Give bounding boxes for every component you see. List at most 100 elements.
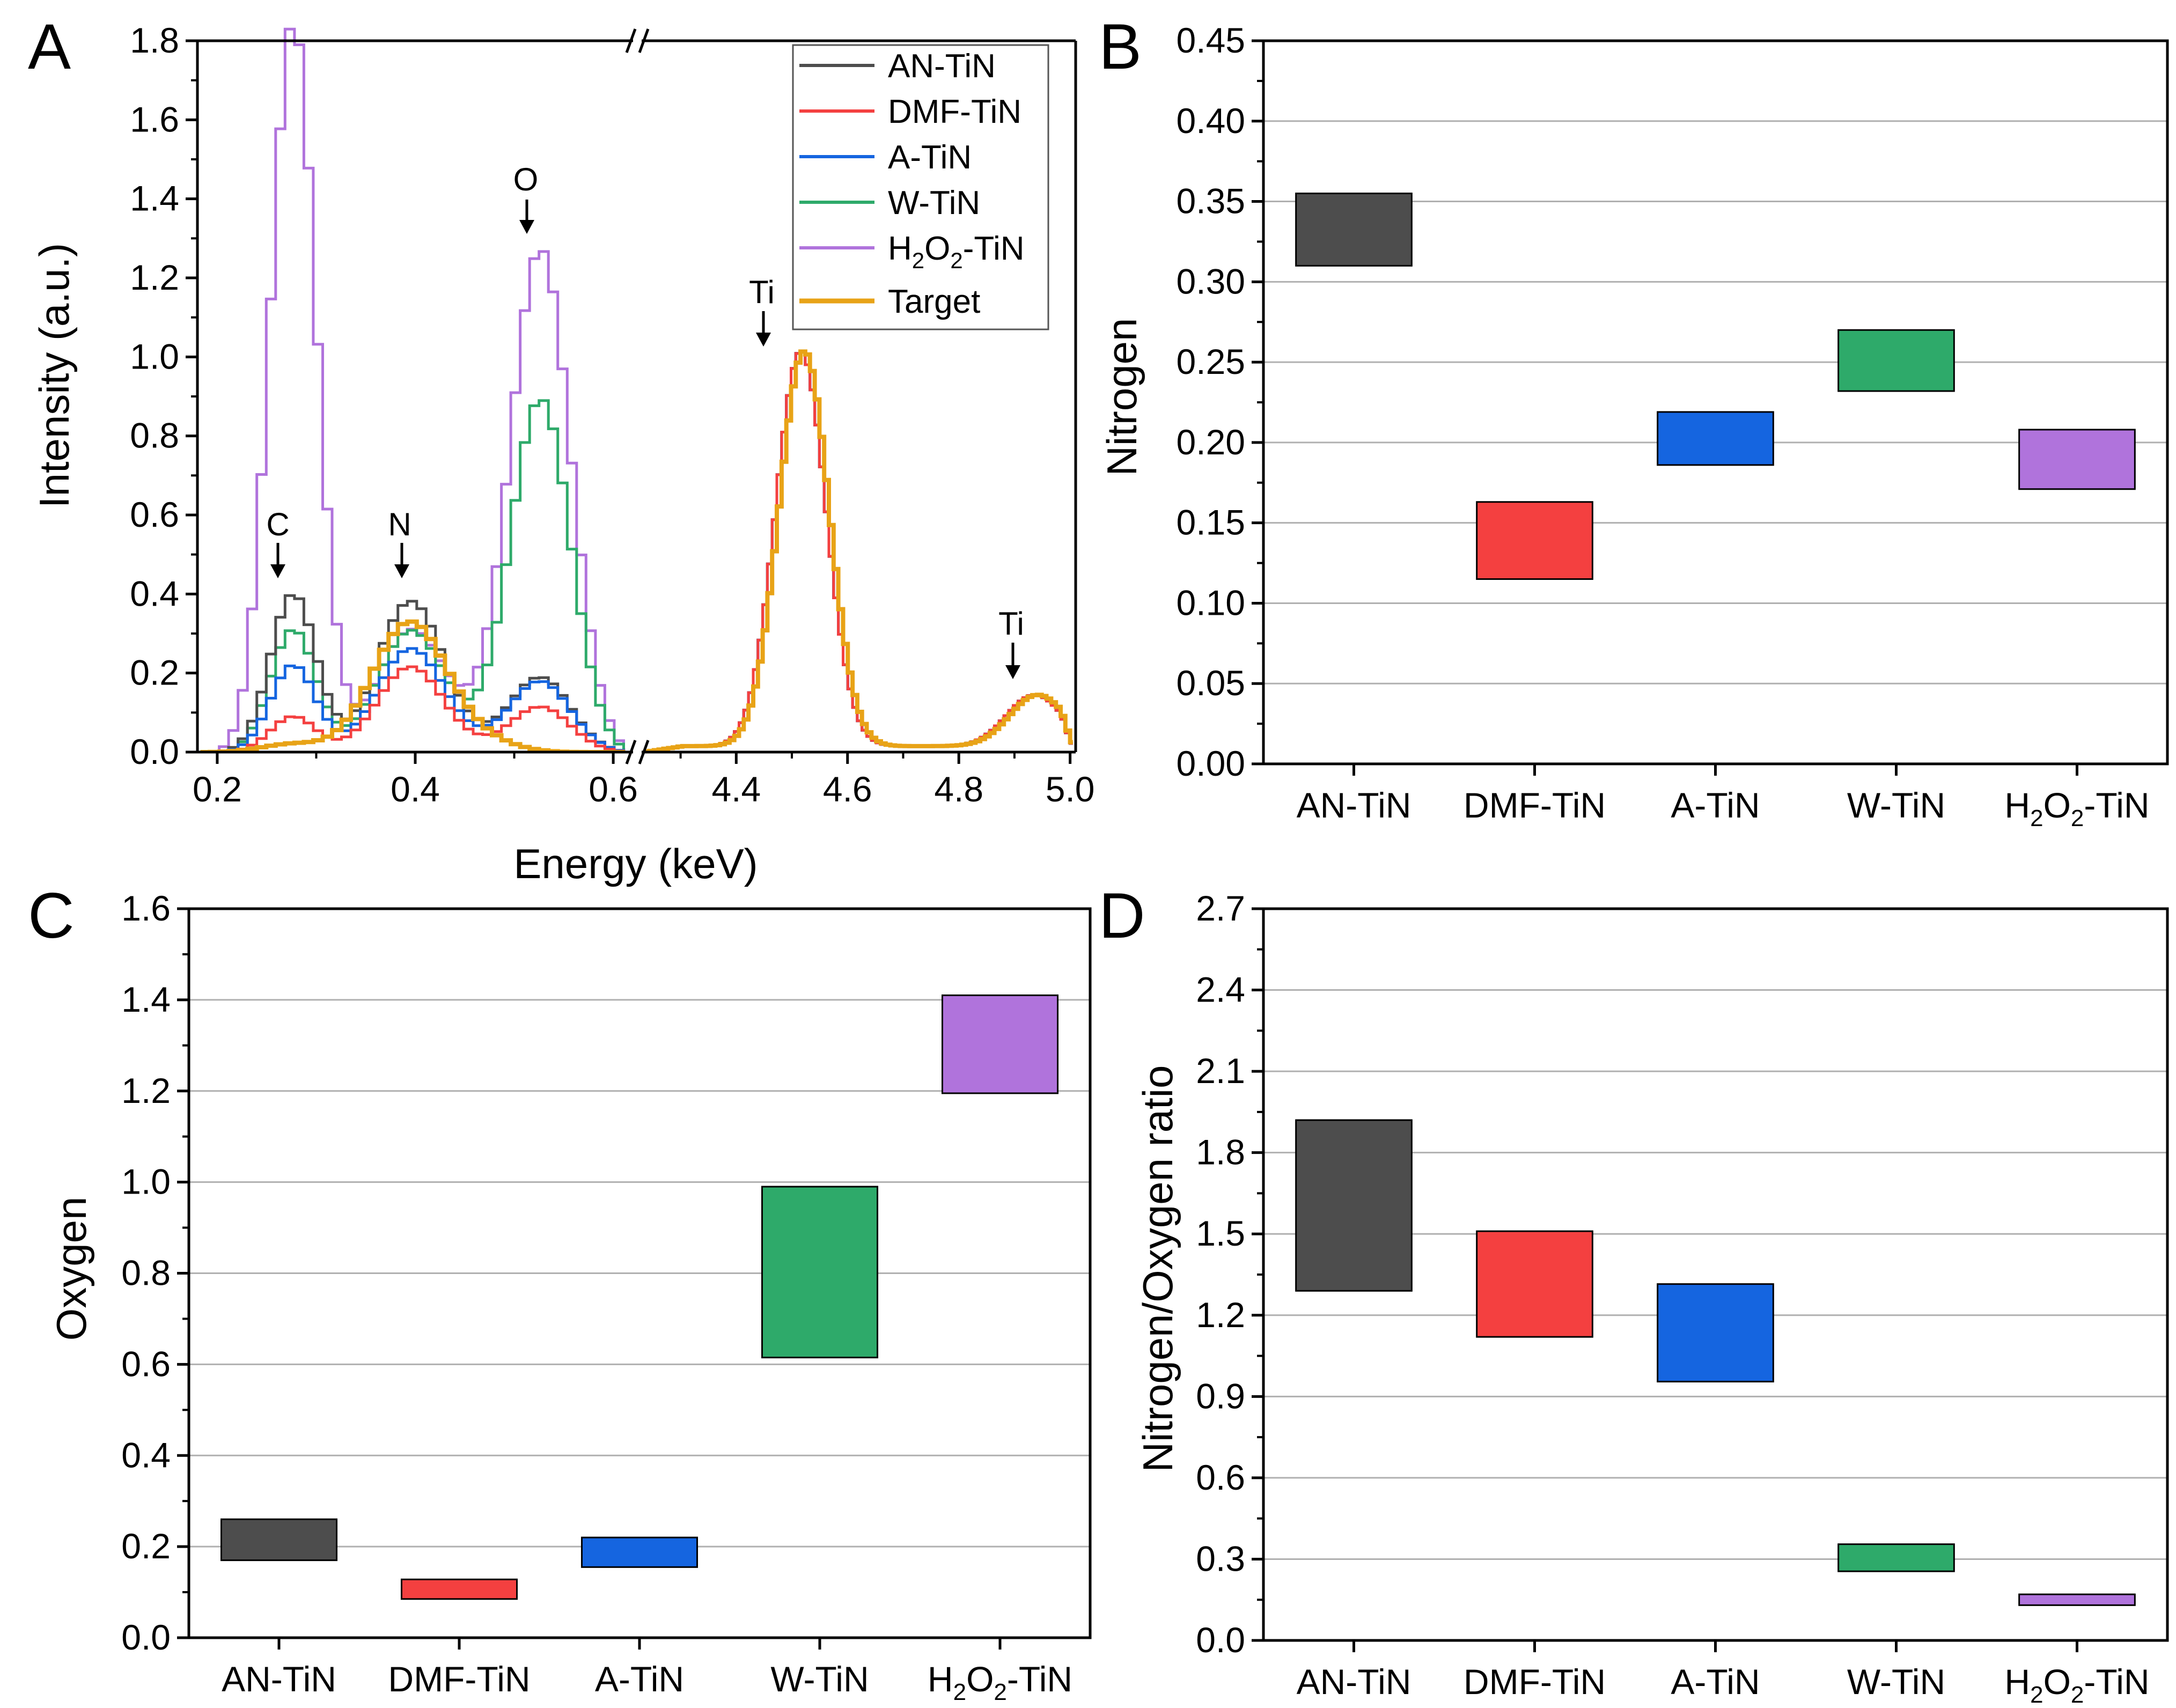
peak-annotation-o: O [513, 161, 539, 234]
x-tick-label: 0.4 [391, 769, 440, 809]
x-tick-label: 0.6 [589, 769, 638, 809]
bar-w-tin [761, 1186, 879, 1359]
y-tick-label: 1.0 [130, 336, 179, 376]
bar-dmf-tin [400, 1578, 518, 1600]
y-tick-label: 0.2 [130, 653, 179, 693]
x-tick-label: DMF-TiN [1464, 785, 1606, 825]
legend-item-dmf-tin: DMF-TiN [799, 93, 1021, 130]
panel-a-x-ticks: 0.2 0.4 0.6 4.4 4.6 4.8 5.0 [193, 752, 1095, 809]
y-tick-label: 0.25 [1177, 342, 1245, 381]
legend-item-an-tin: AN-TiN [799, 48, 996, 85]
y-tick-label: 0.0 [1196, 1620, 1245, 1660]
y-tick-label: 0.10 [1177, 583, 1245, 622]
down-arrow-icon [756, 333, 771, 347]
y-tick-label: 0.4 [121, 1435, 171, 1475]
x-tick-label: H2O2-TiN [2004, 785, 2149, 831]
x-tick-label: 0.2 [193, 769, 242, 809]
x-tick-label: H2O2-TiN [928, 1659, 1072, 1705]
legend-item-h2o2-tin: H2O2-TiN [799, 230, 1025, 273]
y-tick-label: 0.2 [121, 1526, 171, 1566]
panel-letter-c: C [28, 880, 75, 952]
y-tick-label: 0.00 [1177, 743, 1245, 783]
bar-a-tin [1657, 411, 1774, 466]
x-tick-label: AN-TiN [1297, 785, 1412, 825]
bar-h2o2-tin [2018, 1593, 2136, 1606]
panel-letter-a: A [28, 11, 71, 83]
legend-label: W-TiN [888, 185, 980, 222]
y-tick-label: 1.8 [130, 20, 179, 60]
x-tick-label: A-TiN [1671, 785, 1760, 825]
axis-break-mark [625, 740, 637, 764]
x-tick-label: W-TiN [1847, 1662, 1945, 1702]
y-tick-label: 0.6 [121, 1344, 171, 1383]
panel-letter-b: B [1099, 11, 1142, 83]
axis-break-mark [638, 28, 650, 53]
y-tick-label: 1.2 [130, 257, 179, 297]
x-tick-label: 4.4 [711, 769, 761, 809]
down-arrow-icon [394, 564, 409, 578]
y-tick-label: 1.0 [121, 1162, 171, 1202]
y-tick-label: 0.15 [1177, 503, 1245, 542]
peak-label-c: C [266, 506, 289, 542]
panel-c-y-label: Oxygen [48, 1197, 95, 1341]
y-tick-label: 0.9 [1196, 1376, 1245, 1416]
legend-label: AN-TiN [888, 48, 996, 85]
y-tick-label: 0.6 [130, 495, 179, 534]
peak-label-o: O [513, 161, 539, 197]
y-tick-label: 0.6 [1196, 1457, 1245, 1497]
legend-label: H2O2-TiN [888, 230, 1025, 273]
bar-w-tin [1837, 1543, 1955, 1572]
panel-c-oxygen: 0.0 0.2 0.4 0.6 0.8 1.0 1.2 1.4 1.6 AN-TiN DMF-TiN… [121, 888, 1092, 1705]
x-tick-label: A-TiN [595, 1659, 684, 1699]
x-tick-label: DMF-TiN [1464, 1662, 1606, 1702]
legend-item-target: Target [799, 283, 980, 320]
panel-b-y-label: Nitrogen [1098, 318, 1145, 476]
down-arrow-icon [519, 220, 534, 234]
bar-h2o2-tin [2018, 429, 2136, 490]
panel-a-spectrum: 0.0 0.2 0.4 0.6 0.8 1.0 1.2 1.4 1.6 1.8 0.2 0.4 0.6… [31, 20, 1095, 887]
y-tick-label: 1.6 [121, 888, 171, 928]
y-tick-label: 1.2 [121, 1071, 171, 1110]
panel-b-nitrogen: 0.00 0.05 0.10 0.15 0.20 0.25 0.30 0.35 0.40 0.45… [1177, 20, 2169, 831]
y-tick-label: 0.30 [1177, 261, 1245, 301]
y-tick-label: 0.45 [1177, 20, 1245, 60]
bar-a-tin [580, 1536, 699, 1568]
y-tick-label: 0.40 [1177, 101, 1245, 141]
bar-h2o2-tin [941, 994, 1059, 1094]
peak-annotation-ti-1: Ti [749, 274, 775, 347]
bar-a-tin [1657, 1283, 1774, 1383]
panel-d-y-label: Nitrogen/Oxygen ratio [1134, 1065, 1181, 1473]
x-tick-label: DMF-TiN [388, 1659, 530, 1699]
y-tick-label: 2.4 [1196, 970, 1245, 1010]
legend-label: DMF-TiN [888, 93, 1021, 130]
panel-a-x-label: Energy (keV) [513, 840, 758, 887]
peak-annotation-c: C [266, 506, 290, 578]
y-tick-label: 0.8 [130, 416, 179, 455]
axis-break-mark [625, 28, 637, 53]
legend-label: A-TiN [888, 139, 972, 176]
panel-d-ratio: 0.0 0.3 0.6 0.9 1.2 1.5 1.8 2.1 2.4 2.7 AN-TiN DMF-… [1196, 888, 2169, 1708]
y-tick-label: 0.0 [130, 732, 179, 771]
bar-an-tin [1295, 1119, 1413, 1292]
y-tick-label: 1.2 [1196, 1295, 1245, 1335]
bar-dmf-tin [1476, 1230, 1593, 1338]
y-tick-label: 0.0 [121, 1617, 171, 1657]
peak-annotation-ti-2: Ti [998, 606, 1024, 679]
legend-box [792, 44, 1049, 330]
bar-an-tin [1295, 193, 1413, 267]
axis-break-mark [638, 740, 650, 764]
legend-label: Target [888, 283, 980, 320]
y-tick-label: 1.5 [1196, 1213, 1245, 1253]
y-tick-label: 0.8 [121, 1253, 171, 1293]
x-tick-label: AN-TiN [222, 1659, 336, 1699]
spectrum-curves [200, 27, 1073, 752]
peak-annotation-n: N [388, 506, 411, 578]
x-tick-label: A-TiN [1671, 1662, 1760, 1702]
peak-label-ti-1: Ti [749, 274, 775, 310]
legend-item-w-tin: W-TiN [799, 185, 980, 222]
y-tick-label: 0.20 [1177, 422, 1245, 462]
y-tick-label: 0.3 [1196, 1538, 1245, 1578]
x-tick-label: AN-TiN [1297, 1662, 1412, 1702]
peak-label-ti-2: Ti [998, 606, 1024, 642]
